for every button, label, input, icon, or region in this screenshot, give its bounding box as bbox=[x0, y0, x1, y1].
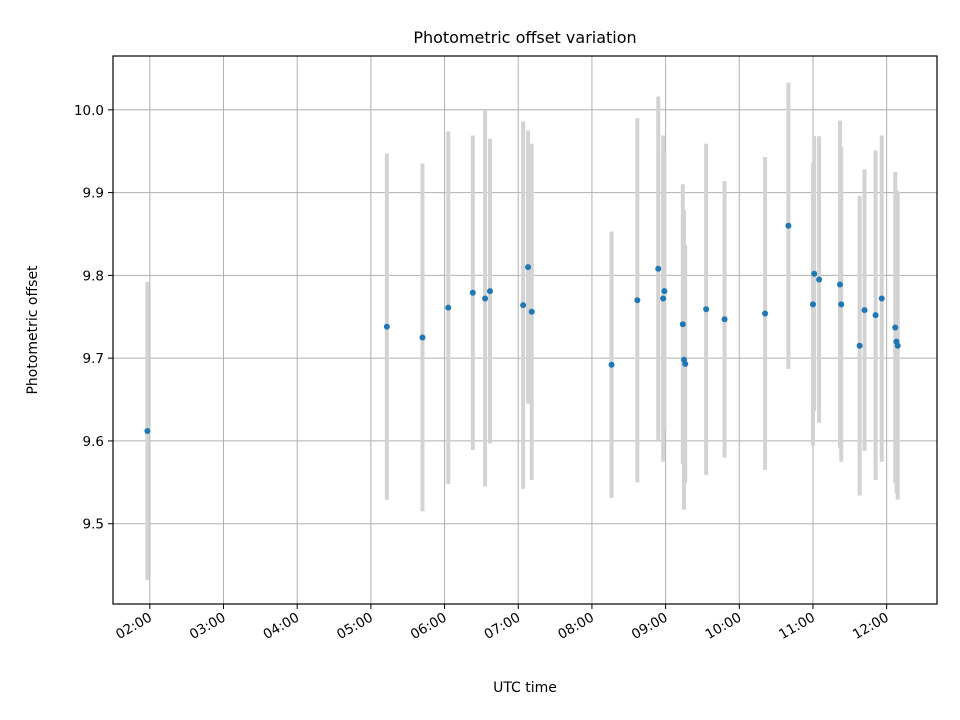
y-tick-label: 9.6 bbox=[83, 434, 104, 450]
chart-title: Photometric offset variation bbox=[413, 28, 636, 47]
data-point bbox=[482, 295, 489, 302]
data-point bbox=[144, 427, 151, 434]
data-point bbox=[721, 316, 728, 323]
data-point bbox=[838, 301, 845, 308]
y-tick-label: 9.5 bbox=[83, 517, 104, 533]
data-point bbox=[861, 307, 868, 314]
data-point bbox=[892, 324, 899, 331]
data-point bbox=[878, 295, 885, 302]
data-point bbox=[811, 270, 818, 277]
x-axis-label: UTC time bbox=[493, 680, 557, 696]
data-point bbox=[469, 289, 476, 296]
data-point bbox=[525, 264, 532, 271]
data-point bbox=[762, 310, 769, 317]
data-point bbox=[809, 301, 816, 308]
data-point bbox=[419, 334, 426, 341]
y-tick-label: 9.9 bbox=[83, 186, 104, 202]
data-point bbox=[872, 312, 879, 319]
data-point bbox=[487, 288, 494, 295]
data-point bbox=[634, 297, 641, 304]
data-point bbox=[655, 265, 662, 272]
y-tick-label: 9.8 bbox=[83, 268, 104, 284]
data-point bbox=[608, 361, 615, 368]
y-tick-label: 10.0 bbox=[74, 103, 104, 119]
data-point bbox=[836, 281, 843, 288]
plot-frame bbox=[112, 55, 938, 605]
data-point bbox=[383, 323, 390, 330]
data-points bbox=[144, 222, 901, 434]
data-point bbox=[816, 276, 823, 283]
data-point bbox=[661, 288, 668, 295]
data-point bbox=[520, 302, 527, 309]
y-tick-label: 9.7 bbox=[83, 351, 104, 367]
y-axis-label: Photometric offset bbox=[25, 265, 41, 395]
data-point bbox=[528, 308, 535, 315]
data-point bbox=[856, 342, 863, 349]
data-point bbox=[703, 306, 710, 313]
data-point bbox=[679, 321, 686, 328]
data-point bbox=[785, 222, 792, 229]
data-point bbox=[445, 304, 452, 311]
data-point bbox=[682, 360, 689, 367]
data-point bbox=[894, 342, 901, 349]
data-point bbox=[660, 295, 667, 302]
y-axis-ticks: 9.5 9.6 9.7 9.8 9.9 10.0 bbox=[74, 103, 113, 533]
